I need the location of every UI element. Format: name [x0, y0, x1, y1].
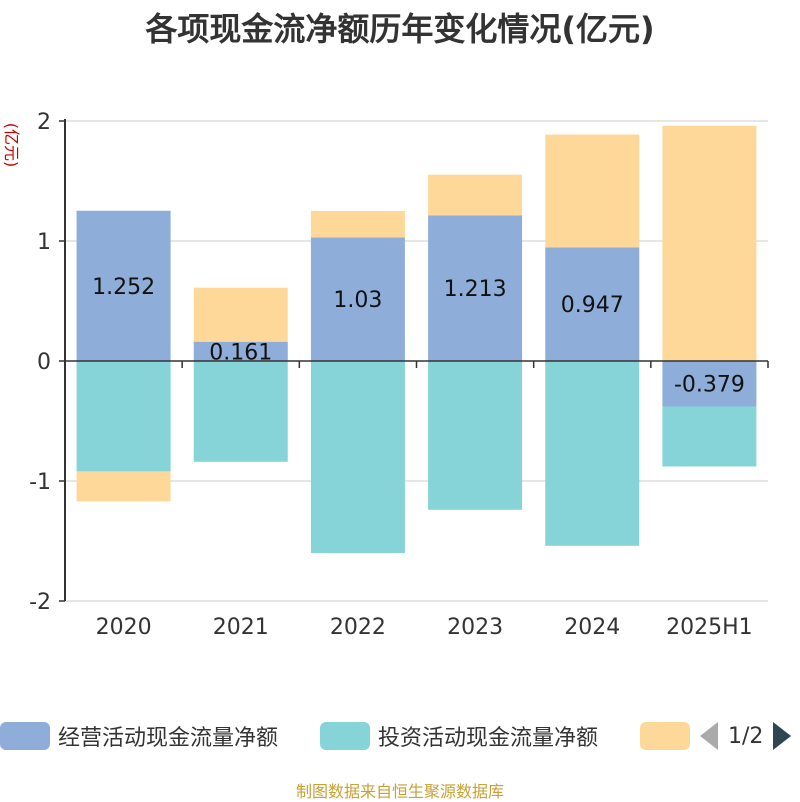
bar-segment-series-0-2022[interactable] [310, 237, 405, 361]
y-tick-label: 1 [37, 230, 51, 255]
y-tick-label: -2 [29, 590, 51, 615]
bar-segment-series-1-2020[interactable] [76, 361, 171, 472]
bar-segment-series-0-2025H1[interactable] [662, 361, 757, 407]
label-layer: 1.252 0.161 1.03 1.213 0.947 -0.379 [92, 275, 745, 398]
x-tick-label: 2020 [96, 615, 152, 640]
legend-swatch-operating [0, 722, 50, 750]
x-tick-label: 2023 [447, 615, 503, 640]
x-tick-label: 2021 [213, 615, 269, 640]
x-tick-label: 2025H1 [666, 615, 753, 640]
bar-chart: -2 -1 0 1 2 (亿元) 2020 2021 2022 2023 2024 2025H1 1.… [2, 110, 769, 640]
bar-segment-series-1-2021[interactable] [193, 361, 288, 462]
axis-layer: -2 -1 0 1 2 (亿元) 2020 2021 2022 2023 2024 2025H1 [2, 110, 769, 640]
legend-prev-page-icon[interactable] [700, 722, 718, 750]
bar-segment-series-0-2021[interactable] [193, 341, 288, 361]
bar-segment-series-1-2024[interactable] [545, 361, 640, 546]
x-tick-label: 2022 [330, 615, 386, 640]
legend-item-third-series[interactable] [640, 716, 698, 756]
legend-swatch-third-series [640, 722, 690, 750]
bar-segment-series-2-2023[interactable] [428, 174, 523, 216]
bar-segment-series-1-2023[interactable] [428, 361, 523, 510]
legend-item-operating[interactable]: 经营活动现金流量净额 [0, 716, 278, 756]
legend-label-investing: 投资活动现金流量净额 [378, 726, 599, 751]
legend-page-indicator: 1/2 [728, 723, 764, 749]
bar-segment-series-2-2024[interactable] [545, 134, 640, 248]
bar-segment-series-2-2020[interactable] [76, 471, 171, 502]
x-tick-label: 2024 [564, 615, 620, 640]
legend-swatch-investing [320, 722, 370, 750]
data-label: -0.379 [674, 373, 745, 398]
data-label: 0.947 [561, 293, 624, 318]
data-label: 1.252 [92, 275, 155, 300]
data-label: 1.03 [333, 288, 382, 313]
data-label: 0.161 [209, 340, 272, 365]
bar-segment-series-1-2022[interactable] [310, 361, 405, 553]
legend: 经营活动现金流量净额 投资活动现金流量净额 1/2 [0, 716, 800, 756]
y-axis-label: (亿元) [2, 123, 21, 168]
bar-segment-series-2-2025H1[interactable] [662, 125, 757, 361]
bar-segment-series-1-2025H1[interactable] [662, 406, 757, 467]
bar-layer [76, 125, 757, 553]
bar-segment-series-2-2021[interactable] [193, 287, 288, 342]
legend-label-operating: 经营活动现金流量净额 [58, 726, 279, 751]
data-label: 1.213 [444, 277, 507, 302]
legend-pager: 1/2 [700, 716, 792, 756]
bar-segment-series-2-2022[interactable] [310, 211, 405, 238]
y-tick-label: 0 [37, 350, 51, 375]
bar-segment-series-0-2024[interactable] [545, 247, 640, 361]
source-note: 制图数据来自恒生聚源数据库 [295, 782, 504, 801]
y-tick-label: -1 [29, 470, 51, 495]
legend-item-investing[interactable]: 投资活动现金流量净额 [320, 716, 598, 756]
bar-segment-series-0-2020[interactable] [76, 210, 171, 361]
chart-title: 各项现金流净额历年变化情况(亿元) [145, 10, 655, 48]
legend-next-page-icon[interactable] [773, 722, 792, 750]
bar-segment-series-0-2023[interactable] [428, 215, 523, 361]
y-tick-label: 2 [37, 110, 51, 135]
